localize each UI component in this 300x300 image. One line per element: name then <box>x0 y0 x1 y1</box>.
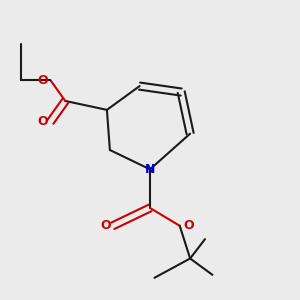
Text: O: O <box>38 115 48 128</box>
Text: N: N <box>145 163 155 176</box>
Text: O: O <box>38 74 48 87</box>
Text: O: O <box>183 219 194 232</box>
Text: O: O <box>100 219 111 232</box>
